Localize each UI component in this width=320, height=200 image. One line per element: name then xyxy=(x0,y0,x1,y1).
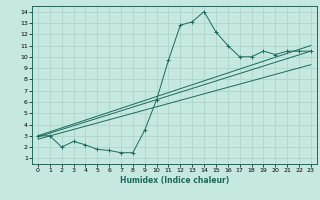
X-axis label: Humidex (Indice chaleur): Humidex (Indice chaleur) xyxy=(120,176,229,185)
